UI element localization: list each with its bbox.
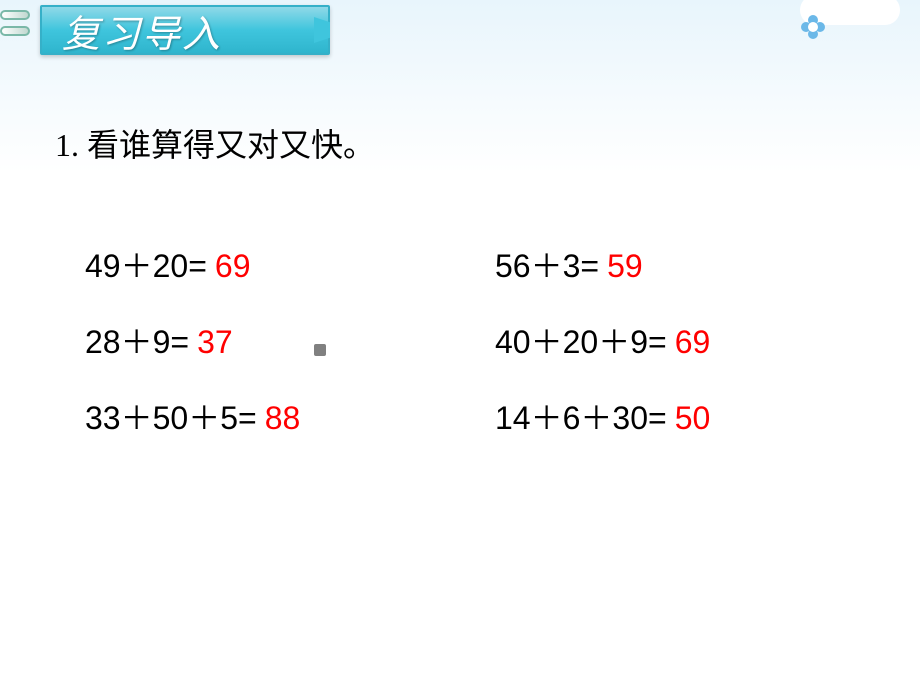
problem-row: 56＋3= 59 <box>485 241 865 287</box>
problem-row: 28＋9= 37 <box>85 317 465 363</box>
problem-answer: 69 <box>675 324 711 361</box>
problem-row: 40＋20＋9= 69 <box>485 317 865 363</box>
question-number: 1 <box>55 127 71 163</box>
problem-answer: 69 <box>215 248 251 285</box>
flower-center <box>808 22 818 32</box>
problem-expression: 40＋20＋9= <box>495 317 667 363</box>
problem-row: 49＋20= 69 <box>85 241 465 287</box>
slide-content: 1. 看谁算得又对又快。 49＋20= 69 56＋3= 59 28＋9= 37… <box>55 120 865 439</box>
flower-decoration <box>801 15 825 39</box>
problem-answer: 88 <box>265 400 301 437</box>
problem-expression: 28＋9= <box>85 317 189 363</box>
top-banner: 复习导入 <box>0 0 920 80</box>
problem-answer: 50 <box>675 400 711 437</box>
problem-expression: 49＋20= <box>85 241 207 287</box>
problem-expression: 33＋50＋5= <box>85 393 257 439</box>
slide-title: 复习导入 <box>62 3 222 58</box>
problems-grid: 49＋20= 69 56＋3= 59 28＋9= 37 40＋20＋9= 69 … <box>55 241 865 439</box>
binder-ring <box>0 26 30 36</box>
problem-row: 33＋50＋5= 88 <box>85 393 465 439</box>
title-tab: 复习导入 <box>40 5 330 55</box>
problem-expression: 14＋6＋30= <box>495 393 667 439</box>
problem-answer: 37 <box>197 324 233 361</box>
problem-answer: 59 <box>607 248 643 285</box>
question-text: 看谁算得又对又快。 <box>87 127 375 163</box>
problem-row: 14＋6＋30= 50 <box>485 393 865 439</box>
binder-ring <box>0 10 30 20</box>
question-title: 1. 看谁算得又对又快。 <box>55 120 865 166</box>
page-indicator-icon <box>314 344 326 356</box>
problem-expression: 56＋3= <box>495 241 599 287</box>
binder-rings-decoration <box>0 10 35 50</box>
